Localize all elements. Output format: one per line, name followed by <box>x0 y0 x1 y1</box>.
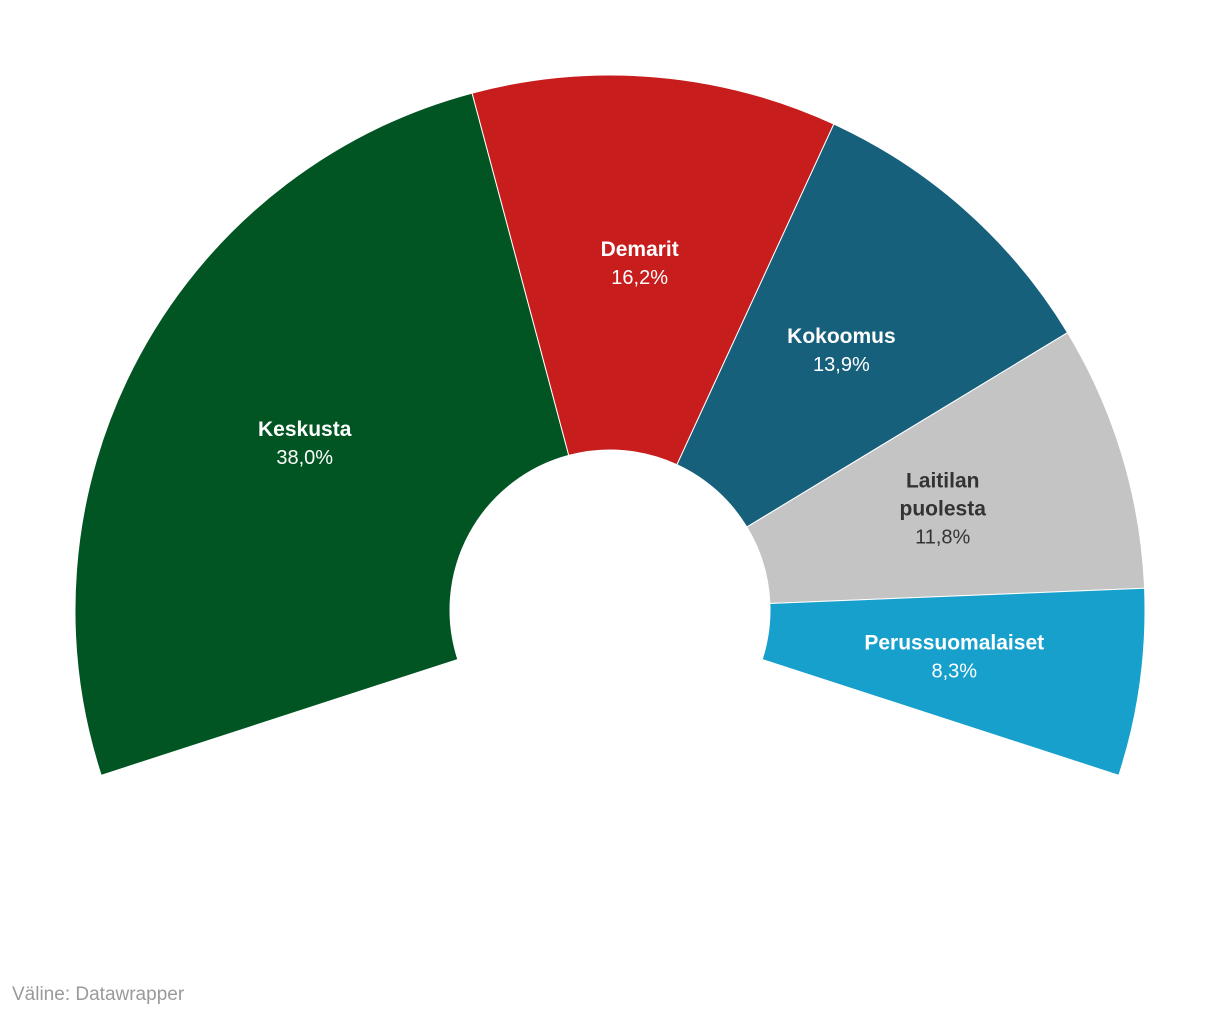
slice-name-label: Kokoomus <box>787 325 896 348</box>
slice-name-label: Perussuomalaiset <box>864 631 1044 654</box>
slice-demarit <box>471 74 835 466</box>
slice-value-label: 8,3% <box>931 660 977 682</box>
slice-name-label: puolesta <box>900 498 987 521</box>
slice-value-label: 16,2% <box>611 267 668 289</box>
slice-label-kokoomus: Kokoomus 13,9% <box>787 325 896 376</box>
slice-keskusta <box>74 92 570 776</box>
slice-perussuomalaiset <box>761 587 1146 776</box>
slice-label-keskusta: Keskusta 38,0% <box>258 418 352 469</box>
slice-value-label: 11,8% <box>915 527 970 549</box>
slice-kokoomus <box>676 123 1069 528</box>
slice-laitilan-puolesta <box>746 331 1146 605</box>
chart-labels: Keskusta 38,0% Demarit 16,2% Kokoomus 13,9% La… <box>258 238 1044 683</box>
slice-value-label: 38,0% <box>276 447 333 469</box>
chart-slices <box>74 74 1146 776</box>
slice-label-perussuomalaiset: Perussuomalaiset 8,3% <box>864 631 1044 682</box>
slice-label-laitilan-puolesta: Laitilan puolesta 11,8% <box>900 470 987 549</box>
slice-name-label: Keskusta <box>258 418 352 441</box>
slice-name-label: Demarit <box>601 238 679 261</box>
slice-value-label: 13,9% <box>813 354 870 376</box>
slice-label-demarit: Demarit 16,2% <box>601 238 679 289</box>
slice-name-label: Laitilan <box>906 470 980 493</box>
source-note: Väline: Datawrapper <box>12 984 185 1005</box>
